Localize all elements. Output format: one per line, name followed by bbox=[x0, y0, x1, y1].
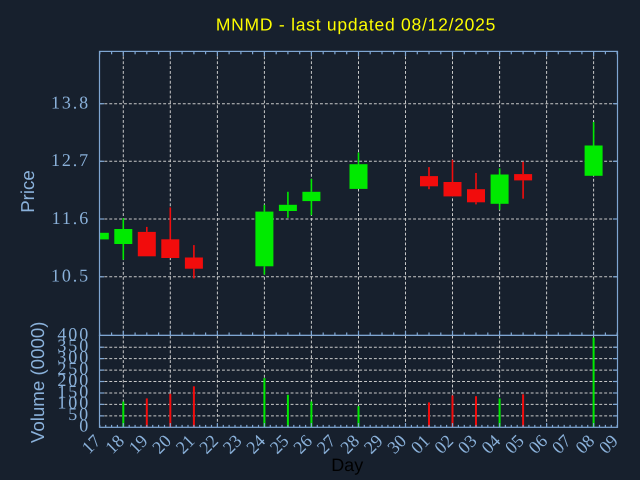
svg-text:Volume (0000): Volume (0000) bbox=[27, 322, 48, 444]
svg-text:150: 150 bbox=[57, 381, 90, 401]
svg-text:13.8: 13.8 bbox=[51, 93, 90, 113]
svg-text:Day: Day bbox=[331, 455, 363, 475]
svg-text:300: 300 bbox=[57, 347, 90, 367]
svg-text:0: 0 bbox=[79, 416, 90, 436]
svg-text:250: 250 bbox=[57, 358, 90, 378]
svg-text:200: 200 bbox=[57, 370, 90, 390]
svg-text:12.7: 12.7 bbox=[51, 150, 90, 170]
svg-text:MNMD - last updated 08/12/2025: MNMD - last updated 08/12/2025 bbox=[216, 15, 496, 35]
svg-text:Price: Price bbox=[17, 170, 38, 213]
svg-text:350: 350 bbox=[57, 336, 90, 356]
svg-text:400: 400 bbox=[57, 324, 90, 344]
svg-text:50: 50 bbox=[68, 404, 90, 424]
svg-text:100: 100 bbox=[57, 393, 90, 413]
svg-text:11.6: 11.6 bbox=[52, 208, 90, 228]
svg-text:10.5: 10.5 bbox=[51, 266, 90, 286]
